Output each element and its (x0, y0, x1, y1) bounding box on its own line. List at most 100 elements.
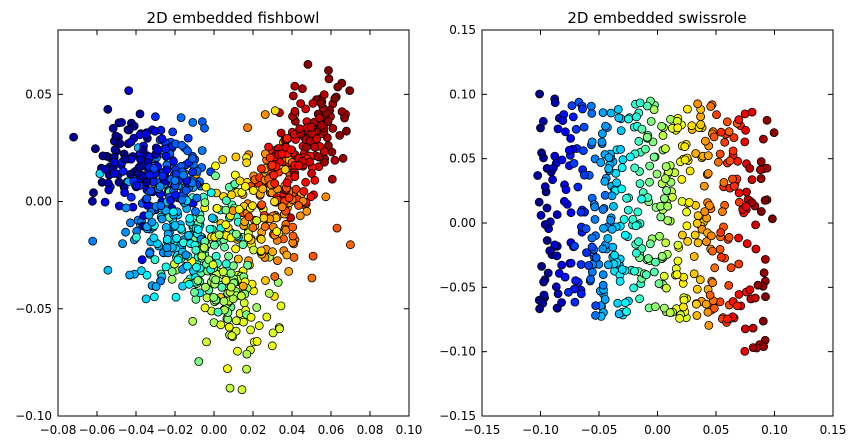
data-point (613, 105, 623, 114)
data-point (716, 127, 726, 137)
data-point (178, 170, 188, 180)
data-point (150, 112, 160, 122)
data-point (649, 105, 659, 114)
data-point (683, 236, 693, 246)
data-point (181, 186, 191, 195)
data-point (623, 205, 633, 215)
data-point (745, 163, 755, 173)
data-point (642, 101, 652, 111)
data-point (707, 231, 716, 241)
data-point (209, 240, 219, 250)
data-point (635, 179, 645, 189)
data-point (680, 142, 690, 152)
data-point (537, 261, 546, 271)
data-point (590, 202, 600, 212)
data-point (91, 144, 100, 154)
data-point (651, 302, 660, 312)
data-point (268, 247, 278, 257)
data-point (662, 283, 671, 293)
data-point (324, 74, 334, 84)
data-point (684, 197, 694, 207)
data-point (742, 239, 752, 249)
data-point (170, 220, 180, 230)
data-point (137, 255, 147, 265)
data-point (191, 245, 201, 255)
y-tick-label: −0.10 (15, 409, 52, 423)
data-point (168, 127, 178, 137)
data-point (201, 182, 211, 192)
data-point (286, 145, 296, 155)
data-point (290, 106, 300, 116)
data-point (276, 128, 286, 138)
data-point (696, 112, 705, 121)
data-point (272, 227, 282, 236)
data-point (689, 252, 699, 261)
data-point (552, 210, 562, 220)
data-point (598, 205, 608, 214)
data-point (600, 176, 610, 186)
data-point (740, 346, 750, 356)
data-point (202, 337, 211, 347)
swissrole-y-tick-labels: −0.15 −0.10 −0.05 0.00 0.05 0.10 0.15 (439, 23, 476, 423)
data-point (220, 242, 229, 252)
y-tick-label: 0.00 (449, 216, 476, 230)
data-point (288, 231, 298, 241)
data-point (171, 190, 180, 200)
data-point (224, 322, 234, 332)
data-point (340, 113, 349, 123)
data-point (126, 192, 136, 202)
data-point (624, 114, 633, 124)
data-point (673, 256, 683, 266)
data-point (234, 204, 244, 214)
data-point (696, 120, 706, 129)
data-point (724, 280, 734, 290)
data-point (194, 357, 204, 366)
data-point (634, 237, 643, 247)
data-point (170, 176, 180, 186)
data-point (312, 134, 322, 144)
data-point (305, 157, 315, 167)
data-point (618, 155, 628, 165)
data-point (569, 158, 579, 168)
data-point (256, 164, 266, 174)
data-point (100, 164, 110, 174)
swissrole-panel: 2D embedded swissrole −0.15 −0.10 −0.05 0.0… (439, 9, 846, 437)
data-point (682, 207, 691, 217)
data-point (315, 113, 324, 123)
data-point (157, 134, 167, 144)
data-point (682, 221, 692, 231)
data-point (110, 145, 120, 155)
data-point (748, 323, 758, 333)
data-point (701, 136, 710, 146)
data-point (751, 244, 761, 254)
data-point (118, 239, 127, 249)
data-point (242, 158, 252, 168)
data-point (703, 307, 713, 317)
data-point (604, 153, 614, 163)
data-point (576, 207, 586, 217)
data-point (576, 260, 586, 269)
data-point (313, 152, 323, 162)
data-point (268, 328, 278, 338)
data-point (622, 193, 631, 203)
swissrole-title: 2D embedded swissrole (567, 9, 746, 27)
data-point (768, 214, 777, 224)
data-point (295, 211, 305, 221)
data-point (264, 288, 274, 298)
data-point (233, 346, 242, 356)
y-tick-label: 0.00 (25, 195, 52, 209)
data-point (260, 110, 270, 119)
x-tick-label: −0.10 (522, 423, 559, 437)
data-point (310, 142, 320, 152)
data-point (333, 82, 343, 92)
data-point (672, 270, 682, 280)
data-point (614, 309, 624, 319)
x-tick-label: 0.08 (357, 423, 384, 437)
data-point (715, 244, 725, 254)
data-point (248, 186, 258, 195)
data-point (226, 268, 236, 278)
data-point (662, 186, 671, 195)
data-point (679, 302, 688, 312)
data-point (741, 125, 750, 135)
data-point (249, 245, 259, 255)
